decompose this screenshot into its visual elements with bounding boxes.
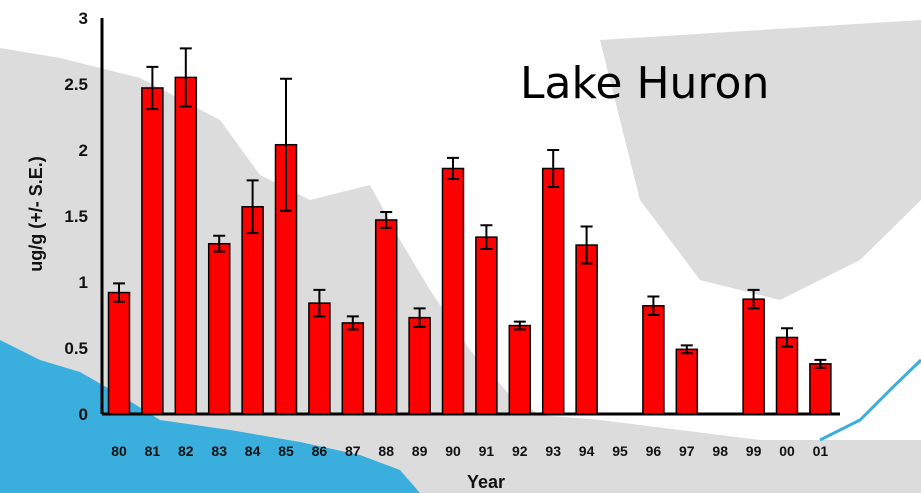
x-tick-label: 83: [211, 443, 227, 459]
bar: [541, 167, 565, 415]
y-tick-label: 2: [79, 141, 88, 160]
bar-series: [107, 47, 832, 415]
x-tick-label: 93: [545, 443, 561, 459]
river-line: [819, 358, 921, 442]
x-tick-label: 98: [712, 443, 728, 459]
error-bar: [346, 315, 359, 331]
bar: [408, 316, 431, 415]
error-bar: [580, 225, 593, 265]
error-bar: [113, 282, 125, 303]
y-axis-title: ug/g (+/- S.E.): [26, 156, 46, 272]
bar: [675, 348, 699, 415]
error-bar: [547, 149, 560, 188]
x-axis-title: Year: [467, 472, 505, 492]
error-bar: [213, 234, 226, 253]
land-area-upper: [600, 20, 921, 300]
bar: [107, 291, 131, 415]
x-tick-label: 97: [679, 443, 695, 459]
error-bar: [380, 211, 393, 229]
x-tick-label: 94: [579, 443, 595, 459]
x-tick-label: 01: [813, 443, 829, 459]
x-tick-label: 89: [412, 443, 428, 459]
bar: [207, 242, 231, 415]
bar: [575, 244, 598, 415]
error-bar: [413, 307, 426, 328]
y-tick-label: 0: [79, 405, 88, 424]
bar: [174, 76, 198, 415]
error-bar: [680, 344, 693, 355]
error-bar: [447, 156, 459, 181]
x-tick-label: 87: [345, 443, 361, 459]
bar: [441, 167, 465, 415]
bar: [809, 363, 832, 415]
bar: [141, 87, 164, 415]
x-tick-label: 86: [312, 443, 328, 459]
x-tick-label: 80: [111, 443, 127, 459]
bar: [508, 324, 532, 415]
error-bar: [647, 295, 660, 316]
error-bar: [246, 179, 259, 235]
x-tick-label: 96: [646, 443, 662, 459]
bar: [308, 302, 331, 415]
bar: [742, 298, 765, 415]
chart-title: Lake Huron: [520, 58, 769, 109]
x-tick-label: 85: [278, 443, 294, 459]
y-tick-label: 1: [79, 273, 88, 292]
bar: [642, 305, 665, 415]
bar: [475, 236, 498, 415]
x-tick-label: 82: [178, 443, 194, 459]
error-bar: [146, 65, 159, 111]
y-tick-label: 0.5: [64, 339, 88, 358]
bar: [341, 322, 365, 415]
error-bar: [513, 320, 526, 331]
bar: [241, 206, 264, 415]
error-bar: [179, 47, 192, 108]
x-tick-label: 90: [445, 443, 461, 459]
y-tick-label: 2.5: [64, 75, 88, 94]
y-tick-label: 3: [79, 9, 88, 28]
water-area: [0, 340, 420, 493]
x-tick-label: 91: [479, 443, 495, 459]
x-tick-label: 95: [612, 443, 628, 459]
error-bar: [747, 288, 760, 310]
x-tick-label: 84: [245, 443, 261, 459]
x-tick-label: 92: [512, 443, 528, 459]
error-bar: [480, 224, 493, 250]
x-tick-label: 00: [779, 443, 795, 459]
error-bar: [781, 327, 793, 348]
error-bar: [313, 288, 326, 318]
y-tick-group: 0 0.5 1 1.5 2 2.5 3: [64, 9, 88, 424]
x-tick-label: 81: [145, 443, 161, 459]
x-tick-group: 80 81 82 83 84 85 86 87 88 89 90 91 92 93 94 95 96 97 98 99…: [111, 443, 828, 459]
bar: [775, 336, 799, 415]
x-tick-label: 88: [378, 443, 394, 459]
y-tick-label: 1.5: [64, 207, 88, 226]
error-bar: [280, 77, 292, 212]
x-tick-label: 99: [746, 443, 762, 459]
bar: [374, 219, 398, 415]
error-bar: [814, 358, 827, 369]
